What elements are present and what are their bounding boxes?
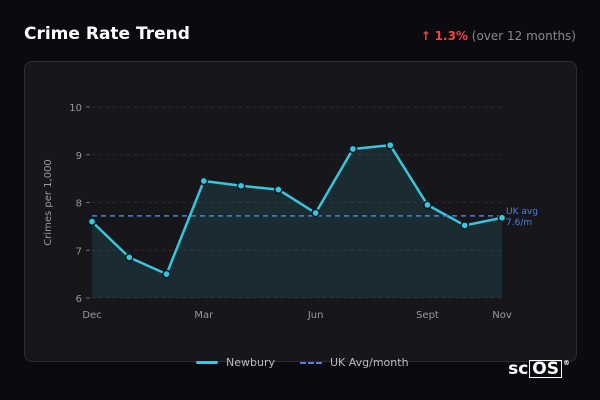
brand-logo: sc OS ® [508, 359, 570, 379]
data-point [385, 140, 395, 150]
change-period: (over 12 months) [471, 29, 576, 43]
line-chart: 6 7 8 9 10 Crimes per 1,000 Dec Mar Jun Sept Nov UK… [43, 103, 538, 321]
x-tick-label: Mar [194, 310, 214, 321]
data-point [423, 200, 432, 210]
y-tick-label: 9 [76, 151, 82, 162]
data-point [274, 185, 283, 194]
x-tick-label: Sept [416, 310, 439, 321]
data-point [311, 208, 320, 218]
data-point [236, 181, 246, 191]
uk-average-label: UK avg [506, 207, 538, 217]
brand-mark: ® [563, 359, 570, 367]
chart-panel: 6 7 8 9 10 Crimes per 1,000 Dec Mar Jun Sept Nov UK… [24, 61, 577, 362]
data-point [199, 176, 209, 186]
brand-boxed: OS [529, 360, 562, 378]
x-tick-label: Nov [492, 310, 512, 321]
y-tick-label: 6 [76, 294, 82, 305]
y-tick-label: 7 [76, 246, 82, 257]
legend-label-newbury: Newbury [226, 356, 275, 369]
series-line-newbury [91, 143, 503, 276]
legend-swatch-newbury [196, 361, 218, 364]
data-point [460, 221, 470, 230]
brand-prefix: sc [508, 359, 529, 379]
page-title: Crime Rate Trend [24, 24, 190, 44]
series-area-newbury [92, 145, 502, 298]
x-tick-label: Dec [82, 310, 101, 321]
data-point [348, 144, 358, 154]
change-value: 1.3% [434, 29, 468, 43]
data-point [497, 213, 507, 223]
data-point [87, 217, 97, 226]
legend-label-uk-avg: UK Avg/month [330, 356, 409, 369]
x-tick-label: Jun [307, 310, 324, 321]
y-tick-label: 8 [76, 199, 82, 210]
legend-swatch-uk-avg [300, 361, 322, 364]
uk-average-value: 7.6/m [506, 218, 532, 228]
data-point [162, 269, 171, 279]
legend-item-newbury[interactable]: Newbury [196, 356, 275, 369]
legend-item-uk-avg[interactable]: UK Avg/month [300, 356, 409, 369]
change-indicator: ↑ 1.3% (over 12 months) [421, 29, 576, 43]
y-tick-label: 10 [69, 103, 82, 114]
trend-up-icon: ↑ [420, 29, 431, 43]
y-axis-label: Crimes per 1,000 [43, 159, 54, 246]
data-point [124, 253, 134, 262]
